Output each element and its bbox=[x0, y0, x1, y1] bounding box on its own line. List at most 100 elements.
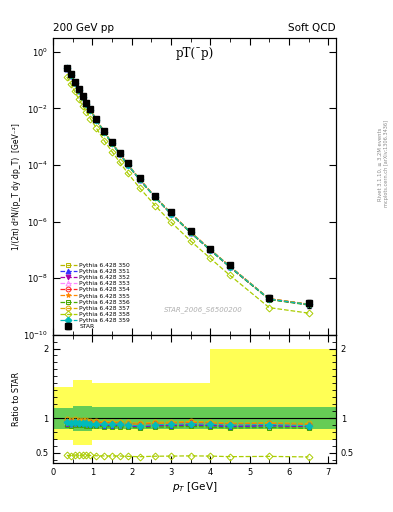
Pythia 6.428 358 bbox=[169, 219, 173, 225]
Pythia 6.428 351 bbox=[208, 247, 213, 253]
Pythia 6.428 354 bbox=[68, 72, 73, 78]
Pythia 6.428 351 bbox=[188, 229, 193, 236]
Line: Pythia 6.428 359: Pythia 6.428 359 bbox=[64, 66, 311, 307]
Pythia 6.428 358 bbox=[94, 125, 99, 131]
Pythia 6.428 356 bbox=[80, 95, 85, 101]
Pythia 6.428 354 bbox=[137, 176, 142, 182]
Pythia 6.428 352 bbox=[137, 176, 142, 182]
Pythia 6.428 352 bbox=[169, 210, 173, 217]
Pythia 6.428 359 bbox=[68, 72, 73, 78]
Pythia 6.428 354 bbox=[80, 94, 85, 100]
Y-axis label: 1/(2π) d²N/(p_T dy dp_T)  [GeV⁻²]: 1/(2π) d²N/(p_T dy dp_T) [GeV⁻²] bbox=[11, 123, 20, 250]
Pythia 6.428 357 bbox=[118, 151, 122, 157]
Pythia 6.428 355 bbox=[76, 87, 81, 93]
Pythia 6.428 357 bbox=[64, 65, 69, 71]
Pythia 6.428 359 bbox=[76, 87, 81, 93]
Pythia 6.428 359 bbox=[137, 176, 142, 182]
Pythia 6.428 358 bbox=[228, 272, 232, 279]
Pythia 6.428 356 bbox=[306, 302, 311, 308]
Pythia 6.428 358 bbox=[84, 109, 89, 115]
Line: Pythia 6.428 356: Pythia 6.428 356 bbox=[64, 67, 311, 308]
Pythia 6.428 358 bbox=[306, 310, 311, 316]
Pythia 6.428 357 bbox=[188, 229, 193, 235]
Pythia 6.428 355 bbox=[68, 72, 73, 78]
Pythia 6.428 359 bbox=[153, 194, 158, 200]
Pythia 6.428 353 bbox=[169, 210, 173, 217]
Pythia 6.428 356 bbox=[118, 152, 122, 158]
Pythia 6.428 359 bbox=[125, 161, 130, 167]
Pythia 6.428 356 bbox=[68, 73, 73, 79]
Pythia 6.428 357 bbox=[88, 106, 93, 113]
Pythia 6.428 359 bbox=[306, 302, 311, 308]
Pythia 6.428 357 bbox=[125, 161, 130, 167]
Pythia 6.428 359 bbox=[88, 107, 93, 113]
Line: Pythia 6.428 357: Pythia 6.428 357 bbox=[64, 66, 311, 307]
Pythia 6.428 351 bbox=[137, 177, 142, 183]
Text: mcplots.cern.ch [arXiv:1306.3436]: mcplots.cern.ch [arXiv:1306.3436] bbox=[384, 120, 389, 207]
Pythia 6.428 350 bbox=[267, 296, 272, 302]
Pythia 6.428 357 bbox=[94, 116, 99, 122]
Pythia 6.428 350 bbox=[72, 80, 77, 86]
Pythia 6.428 350 bbox=[153, 194, 158, 200]
Pythia 6.428 352 bbox=[125, 162, 130, 168]
Pythia 6.428 351 bbox=[88, 107, 93, 113]
Pythia 6.428 352 bbox=[68, 72, 73, 78]
Pythia 6.428 352 bbox=[102, 129, 107, 135]
Pythia 6.428 350 bbox=[110, 140, 114, 146]
Pythia 6.428 359 bbox=[80, 94, 85, 100]
Pythia 6.428 356 bbox=[125, 162, 130, 168]
Pythia 6.428 359 bbox=[84, 100, 89, 106]
Pythia 6.428 357 bbox=[208, 246, 213, 252]
Pythia 6.428 355 bbox=[137, 176, 142, 182]
Pythia 6.428 353 bbox=[137, 176, 142, 182]
Pythia 6.428 350 bbox=[208, 247, 213, 253]
Pythia 6.428 351 bbox=[110, 140, 114, 146]
Pythia 6.428 356 bbox=[72, 80, 77, 87]
Pythia 6.428 358 bbox=[68, 81, 73, 87]
Pythia 6.428 355 bbox=[94, 116, 99, 122]
Pythia 6.428 351 bbox=[94, 117, 99, 123]
Pythia 6.428 352 bbox=[84, 101, 89, 107]
Pythia 6.428 357 bbox=[169, 210, 173, 216]
Pythia 6.428 350 bbox=[94, 117, 99, 123]
Pythia 6.428 354 bbox=[110, 140, 114, 146]
Pythia 6.428 352 bbox=[72, 80, 77, 86]
Pythia 6.428 350 bbox=[102, 129, 107, 135]
Pythia 6.428 351 bbox=[153, 195, 158, 201]
Pythia 6.428 353 bbox=[84, 100, 89, 106]
Pythia 6.428 356 bbox=[188, 230, 193, 236]
Pythia 6.428 350 bbox=[125, 161, 130, 167]
Line: Pythia 6.428 350: Pythia 6.428 350 bbox=[64, 66, 311, 307]
Pythia 6.428 351 bbox=[267, 296, 272, 302]
Pythia 6.428 356 bbox=[208, 247, 213, 253]
Line: Pythia 6.428 352: Pythia 6.428 352 bbox=[64, 66, 311, 307]
Pythia 6.428 357 bbox=[102, 129, 107, 135]
Pythia 6.428 359 bbox=[208, 247, 213, 253]
Pythia 6.428 351 bbox=[68, 72, 73, 78]
Pythia 6.428 350 bbox=[169, 210, 173, 217]
Pythia 6.428 356 bbox=[102, 130, 107, 136]
Pythia 6.428 350 bbox=[64, 66, 69, 72]
Pythia 6.428 350 bbox=[118, 151, 122, 157]
Pythia 6.428 359 bbox=[267, 296, 272, 302]
Line: Pythia 6.428 355: Pythia 6.428 355 bbox=[64, 66, 311, 307]
Pythia 6.428 350 bbox=[228, 264, 232, 270]
Pythia 6.428 354 bbox=[153, 194, 158, 200]
Pythia 6.428 355 bbox=[228, 264, 232, 270]
Pythia 6.428 359 bbox=[118, 151, 122, 157]
Pythia 6.428 355 bbox=[102, 129, 107, 135]
Pythia 6.428 351 bbox=[306, 302, 311, 308]
Pythia 6.428 353 bbox=[125, 161, 130, 167]
Pythia 6.428 352 bbox=[94, 117, 99, 123]
Pythia 6.428 359 bbox=[228, 264, 232, 270]
Pythia 6.428 357 bbox=[76, 87, 81, 93]
Pythia 6.428 359 bbox=[64, 65, 69, 71]
Pythia 6.428 350 bbox=[80, 94, 85, 100]
Pythia 6.428 351 bbox=[64, 66, 69, 72]
Pythia 6.428 358 bbox=[76, 96, 81, 102]
Pythia 6.428 354 bbox=[84, 100, 89, 106]
Pythia 6.428 356 bbox=[169, 211, 173, 217]
Pythia 6.428 350 bbox=[68, 72, 73, 78]
Pythia 6.428 353 bbox=[267, 296, 272, 302]
Pythia 6.428 357 bbox=[68, 72, 73, 78]
